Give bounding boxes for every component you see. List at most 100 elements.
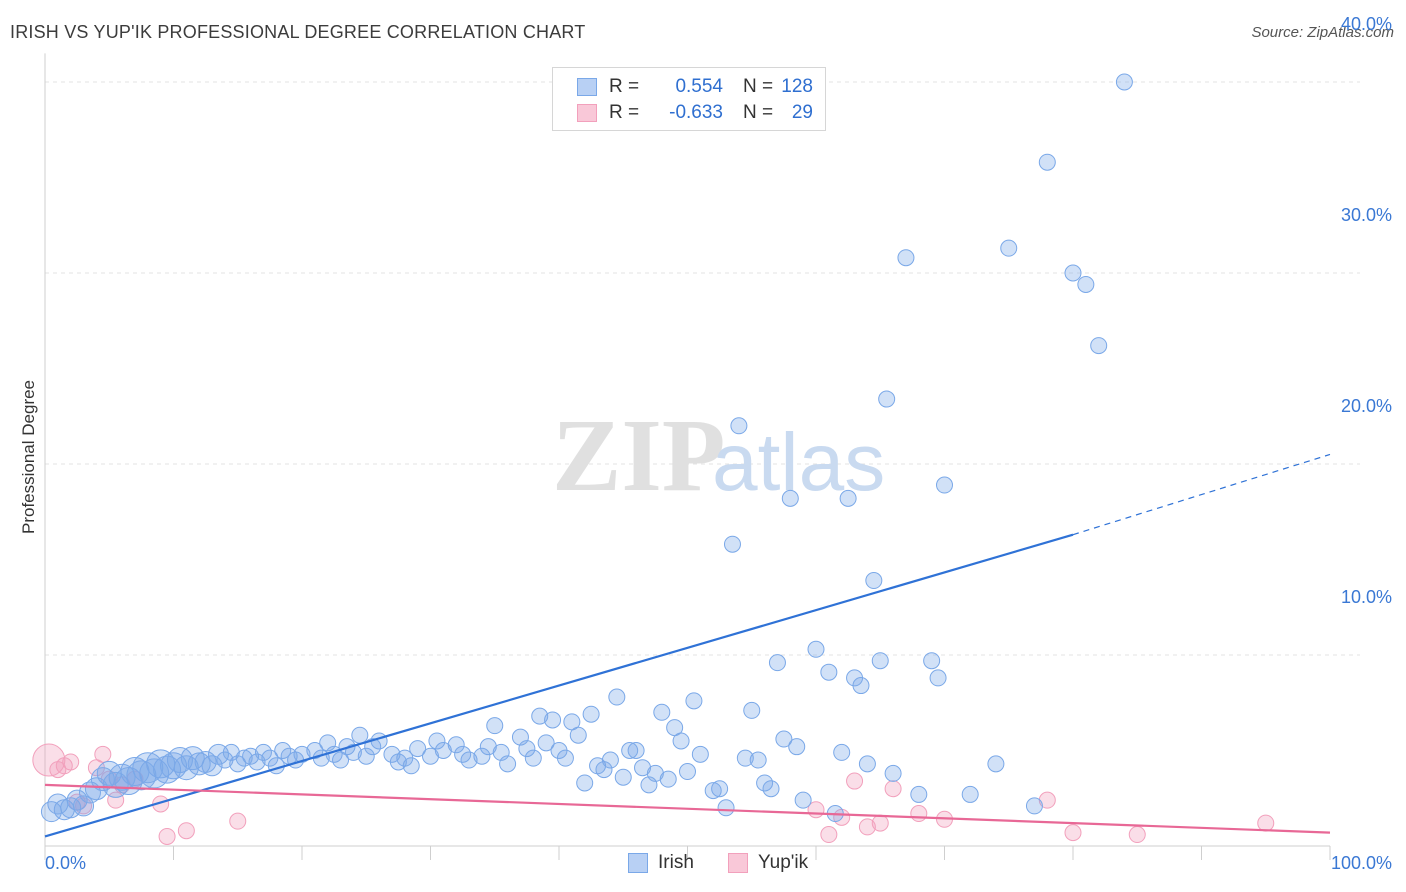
irish-point — [537, 734, 555, 752]
yupik-point — [107, 791, 125, 809]
bottom-legend-irish-label: Irish — [658, 852, 694, 873]
watermark-zip: ZIP — [552, 398, 725, 513]
irish-point — [531, 707, 549, 725]
watermark: ZIP atlas — [552, 398, 885, 513]
irish-point — [1038, 153, 1056, 171]
irish-point — [621, 742, 639, 759]
irish-point — [788, 738, 806, 756]
irish-point — [576, 774, 594, 792]
irish-point — [66, 789, 88, 811]
irish-point — [878, 390, 896, 408]
irish-point — [544, 711, 562, 729]
irish-point — [781, 489, 799, 507]
irish-point — [608, 688, 626, 706]
irish-point — [499, 755, 517, 773]
irish-point — [460, 751, 478, 769]
chart-title: IRISH VS YUP'IK PROFESSIONAL DEGREE CORR… — [10, 22, 586, 42]
legend-n-value: 29 — [791, 102, 813, 123]
irish-point — [852, 677, 870, 695]
irish-point — [409, 740, 427, 758]
irish-point — [229, 755, 247, 773]
yupik-point — [910, 805, 928, 823]
legend-swatch-irish — [577, 78, 597, 96]
grid-lines — [45, 81, 1360, 656]
irish-point — [364, 738, 382, 756]
bottom-legend-yupik-label: Yup'ik — [758, 852, 809, 873]
irish-point — [923, 652, 941, 670]
irish-point — [897, 249, 915, 267]
irish-point — [1090, 337, 1108, 355]
tick-labels: 10.0% 20.0% 30.0% 40.0% 0.0% 100.0% — [45, 14, 1392, 873]
irish-point — [858, 755, 876, 773]
irish-point — [762, 780, 780, 798]
yupik-point — [884, 780, 902, 798]
irish-point — [1025, 797, 1043, 815]
irish-point — [865, 572, 883, 590]
irish-point — [1077, 275, 1095, 293]
irish-point — [820, 663, 838, 681]
irish-point — [166, 747, 193, 774]
irish-point — [524, 749, 542, 767]
irish-point — [775, 730, 793, 748]
irish-point — [518, 740, 536, 758]
irish-point — [627, 742, 645, 759]
bottom-legend-irish: Irish — [628, 852, 694, 874]
irish-point — [987, 755, 1005, 773]
irish-point — [704, 782, 722, 800]
bottom-legend-yupik: Yup'ik — [728, 852, 808, 874]
irish-point — [1064, 264, 1082, 282]
irish-point — [756, 774, 774, 792]
yupik-point — [1128, 826, 1146, 844]
irish-point — [402, 757, 420, 775]
legend: R = 0.554 N = 128 R = -0.633 N = 29 — [552, 67, 826, 131]
irish-point — [653, 703, 671, 721]
irish-point — [1115, 73, 1133, 91]
bottom-legend-irish-swatch — [628, 853, 648, 873]
legend-n-value: 128 — [781, 76, 813, 97]
legend-swatch-yupik — [577, 104, 597, 122]
irish-point — [274, 742, 292, 759]
legend-r-label: R = — [609, 102, 640, 123]
irish-point — [293, 745, 311, 763]
yupik-point — [1257, 814, 1275, 832]
irish-point — [743, 701, 761, 719]
legend-n-label: N = — [743, 76, 774, 97]
irish-point — [582, 705, 600, 723]
irish-point — [910, 785, 928, 803]
irish-point — [344, 743, 362, 761]
source-label: Source: ZipAtlas.com — [1251, 24, 1394, 41]
irish-point — [768, 654, 786, 672]
legend-r-value: -0.633 — [669, 102, 723, 123]
x-tick-label: 0.0% — [45, 853, 86, 873]
irish-point — [659, 770, 677, 788]
yupik-point — [846, 772, 864, 790]
irish-point — [194, 750, 217, 773]
legend-r-label: R = — [609, 76, 640, 97]
yupik-point — [858, 818, 876, 836]
irish-point — [736, 749, 754, 767]
irish-point — [871, 652, 889, 670]
irish-point — [595, 761, 613, 779]
irish-point — [711, 780, 729, 798]
irish-point — [569, 726, 587, 744]
irish-point — [428, 732, 446, 750]
irish-point — [235, 749, 253, 767]
yupik-point — [177, 822, 195, 840]
irish-point — [73, 795, 95, 817]
legend-row-irish: R = 0.554 N = 128 — [577, 75, 813, 99]
yupik-point — [158, 827, 176, 845]
yupik-point — [229, 812, 247, 830]
irish-point — [254, 743, 272, 761]
yupik-point — [62, 753, 80, 771]
irish-point — [839, 489, 857, 507]
irish-point — [794, 791, 812, 809]
irish-point — [936, 476, 953, 494]
irish-point — [486, 717, 504, 735]
irish-point — [679, 763, 696, 781]
y-tick-label: 30.0% — [1341, 205, 1392, 225]
irish-point — [685, 692, 703, 710]
y-tick-label: 40.0% — [1341, 14, 1392, 34]
irish-point — [357, 747, 375, 765]
irish-point — [1000, 239, 1018, 257]
